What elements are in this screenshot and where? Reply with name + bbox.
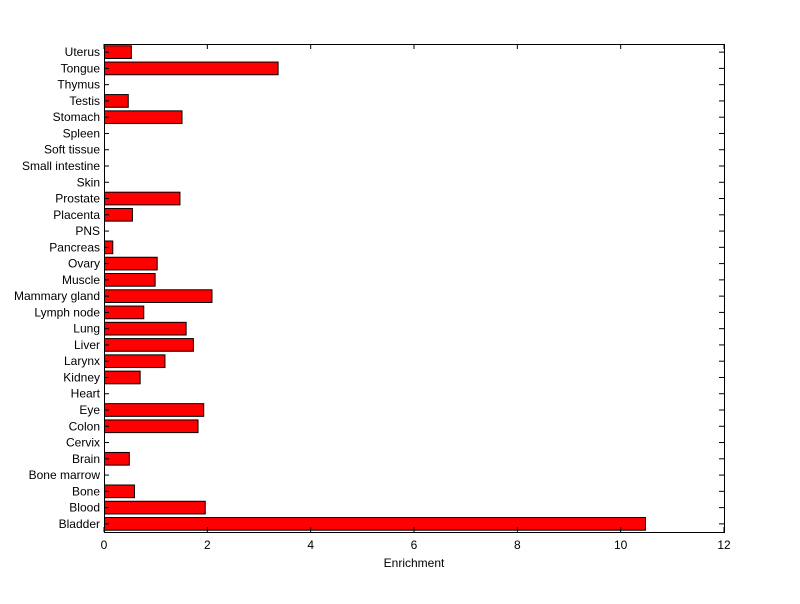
- x-tick-label: 2: [204, 538, 211, 552]
- category-label: Eye: [79, 403, 100, 417]
- category-label: Brain: [72, 452, 100, 466]
- category-label: PNS: [75, 224, 100, 238]
- category-label: Blood: [69, 501, 100, 515]
- category-label: Uterus: [65, 45, 100, 59]
- x-axis-label: Enrichment: [384, 556, 445, 570]
- plot-area: [104, 44, 724, 532]
- bar-liver: [104, 338, 194, 352]
- category-label: Spleen: [63, 126, 100, 140]
- bar-colon: [104, 419, 199, 434]
- bar-eye: [104, 403, 205, 417]
- bar-prostate: [104, 191, 181, 206]
- x-tick-label: 4: [307, 538, 314, 552]
- bar-stomach: [104, 110, 183, 125]
- bar-larynx: [104, 354, 166, 369]
- category-label: Larynx: [64, 354, 100, 368]
- category-label: Heart: [71, 387, 101, 401]
- category-label: Bone marrow: [29, 468, 101, 482]
- bar-bladder: [104, 517, 646, 531]
- category-label: Muscle: [62, 273, 100, 287]
- category-label: Kidney: [63, 370, 100, 384]
- category-label: Soft tissue: [44, 143, 100, 157]
- bar-mammary-gland: [104, 289, 213, 303]
- category-label: Ovary: [68, 257, 100, 271]
- bar-lung: [104, 321, 187, 336]
- category-label: Thymus: [57, 78, 100, 92]
- x-tick-label: 10: [614, 538, 628, 552]
- bar-ovary: [104, 256, 158, 271]
- bar-kidney: [104, 370, 141, 385]
- category-label: Prostate: [55, 192, 100, 206]
- x-tick-labels: 0 2 4 6 8 10 12: [101, 538, 731, 552]
- category-label: Bone: [72, 484, 100, 498]
- x-tick-label: 6: [411, 538, 418, 552]
- bar-lymph-node: [104, 305, 145, 320]
- bar-tongue: [104, 61, 279, 76]
- plot-frame: [104, 44, 725, 533]
- x-tick-label: 0: [101, 538, 108, 552]
- category-label: Skin: [77, 175, 100, 189]
- category-label: Liver: [74, 338, 100, 352]
- category-label: Pancreas: [49, 240, 100, 254]
- category-label: Testis: [69, 94, 100, 108]
- category-label: Stomach: [53, 110, 100, 124]
- category-label: Colon: [69, 419, 100, 433]
- category-label: Cervix: [66, 436, 100, 450]
- bar-blood: [104, 500, 206, 515]
- category-label: Lung: [73, 322, 100, 336]
- category-label: Tongue: [61, 61, 101, 75]
- category-label: Placenta: [53, 208, 100, 222]
- x-tick-label: 8: [514, 538, 521, 552]
- category-label: Lymph node: [34, 305, 100, 319]
- category-labels: Bladder Blood Bone Bone marrow Brain Cervix Co…: [14, 45, 101, 531]
- category-label: Small intestine: [22, 159, 100, 173]
- bar-muscle: [104, 273, 156, 287]
- x-tick-label: 12: [717, 538, 731, 552]
- category-label: Bladder: [59, 517, 100, 531]
- category-label: Mammary gland: [14, 289, 100, 303]
